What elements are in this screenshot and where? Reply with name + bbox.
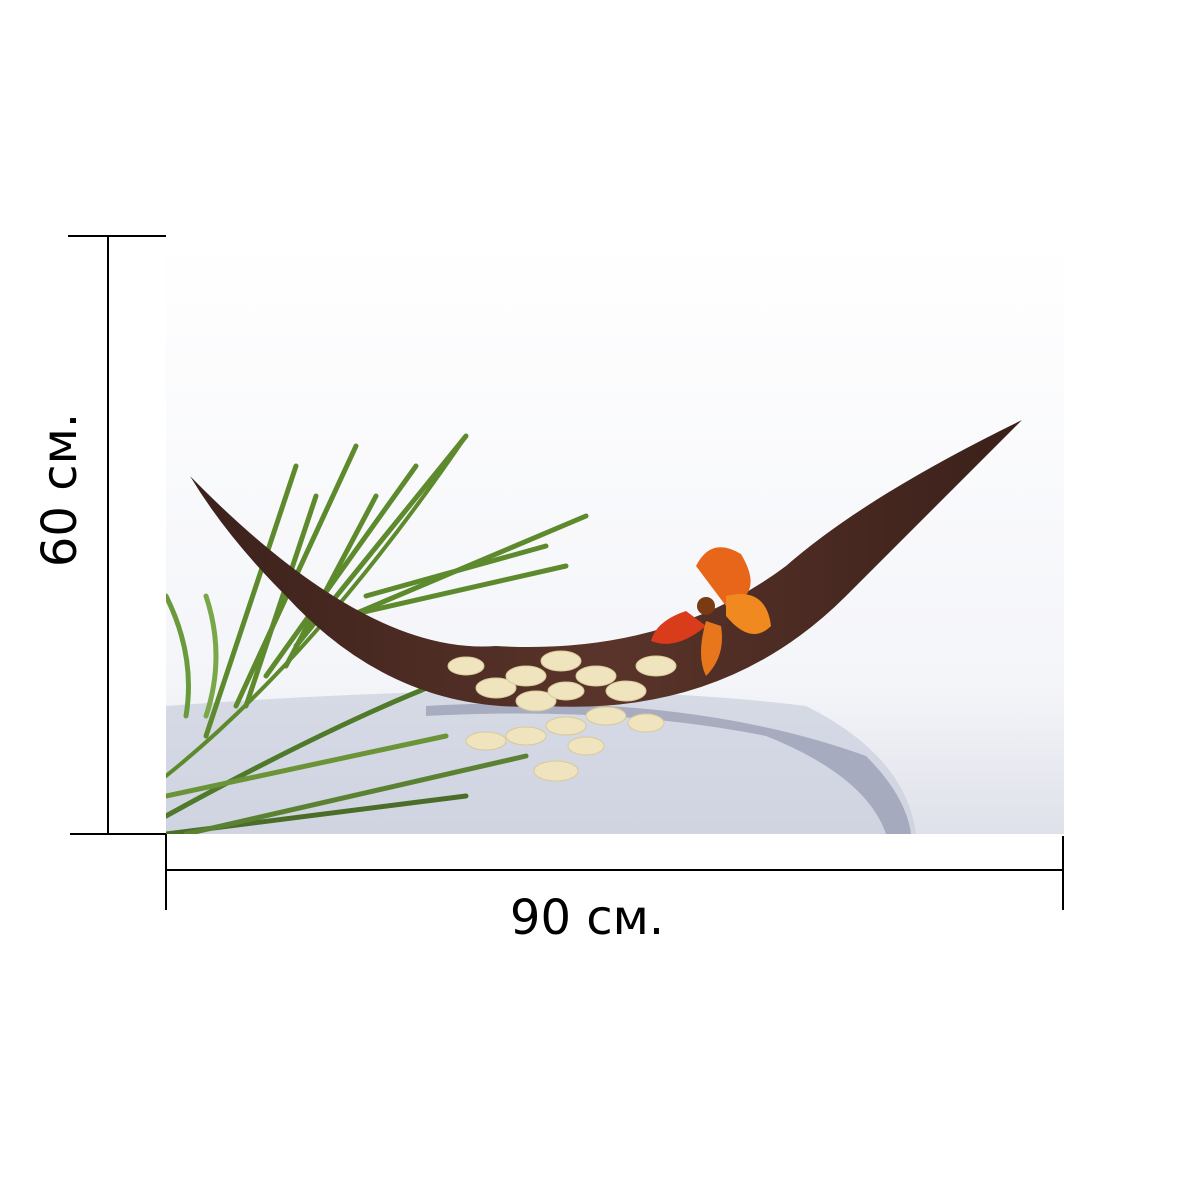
height-label: 60 см.: [32, 412, 88, 568]
width-dimension-line: [166, 869, 1064, 871]
palm-leaf-boat: [190, 420, 1022, 707]
height-tick-bottom: [70, 833, 166, 835]
width-tick-left: [165, 834, 167, 910]
height-tick-top: [68, 235, 166, 237]
palm-fronds: [166, 433, 589, 834]
orchid-flower: [651, 547, 771, 676]
height-dimension-line: [107, 236, 109, 834]
product-photo: [166, 236, 1064, 834]
chocolate-discs: [447, 650, 677, 782]
width-tick-right: [1062, 836, 1064, 910]
width-label: 90 см.: [509, 890, 665, 946]
